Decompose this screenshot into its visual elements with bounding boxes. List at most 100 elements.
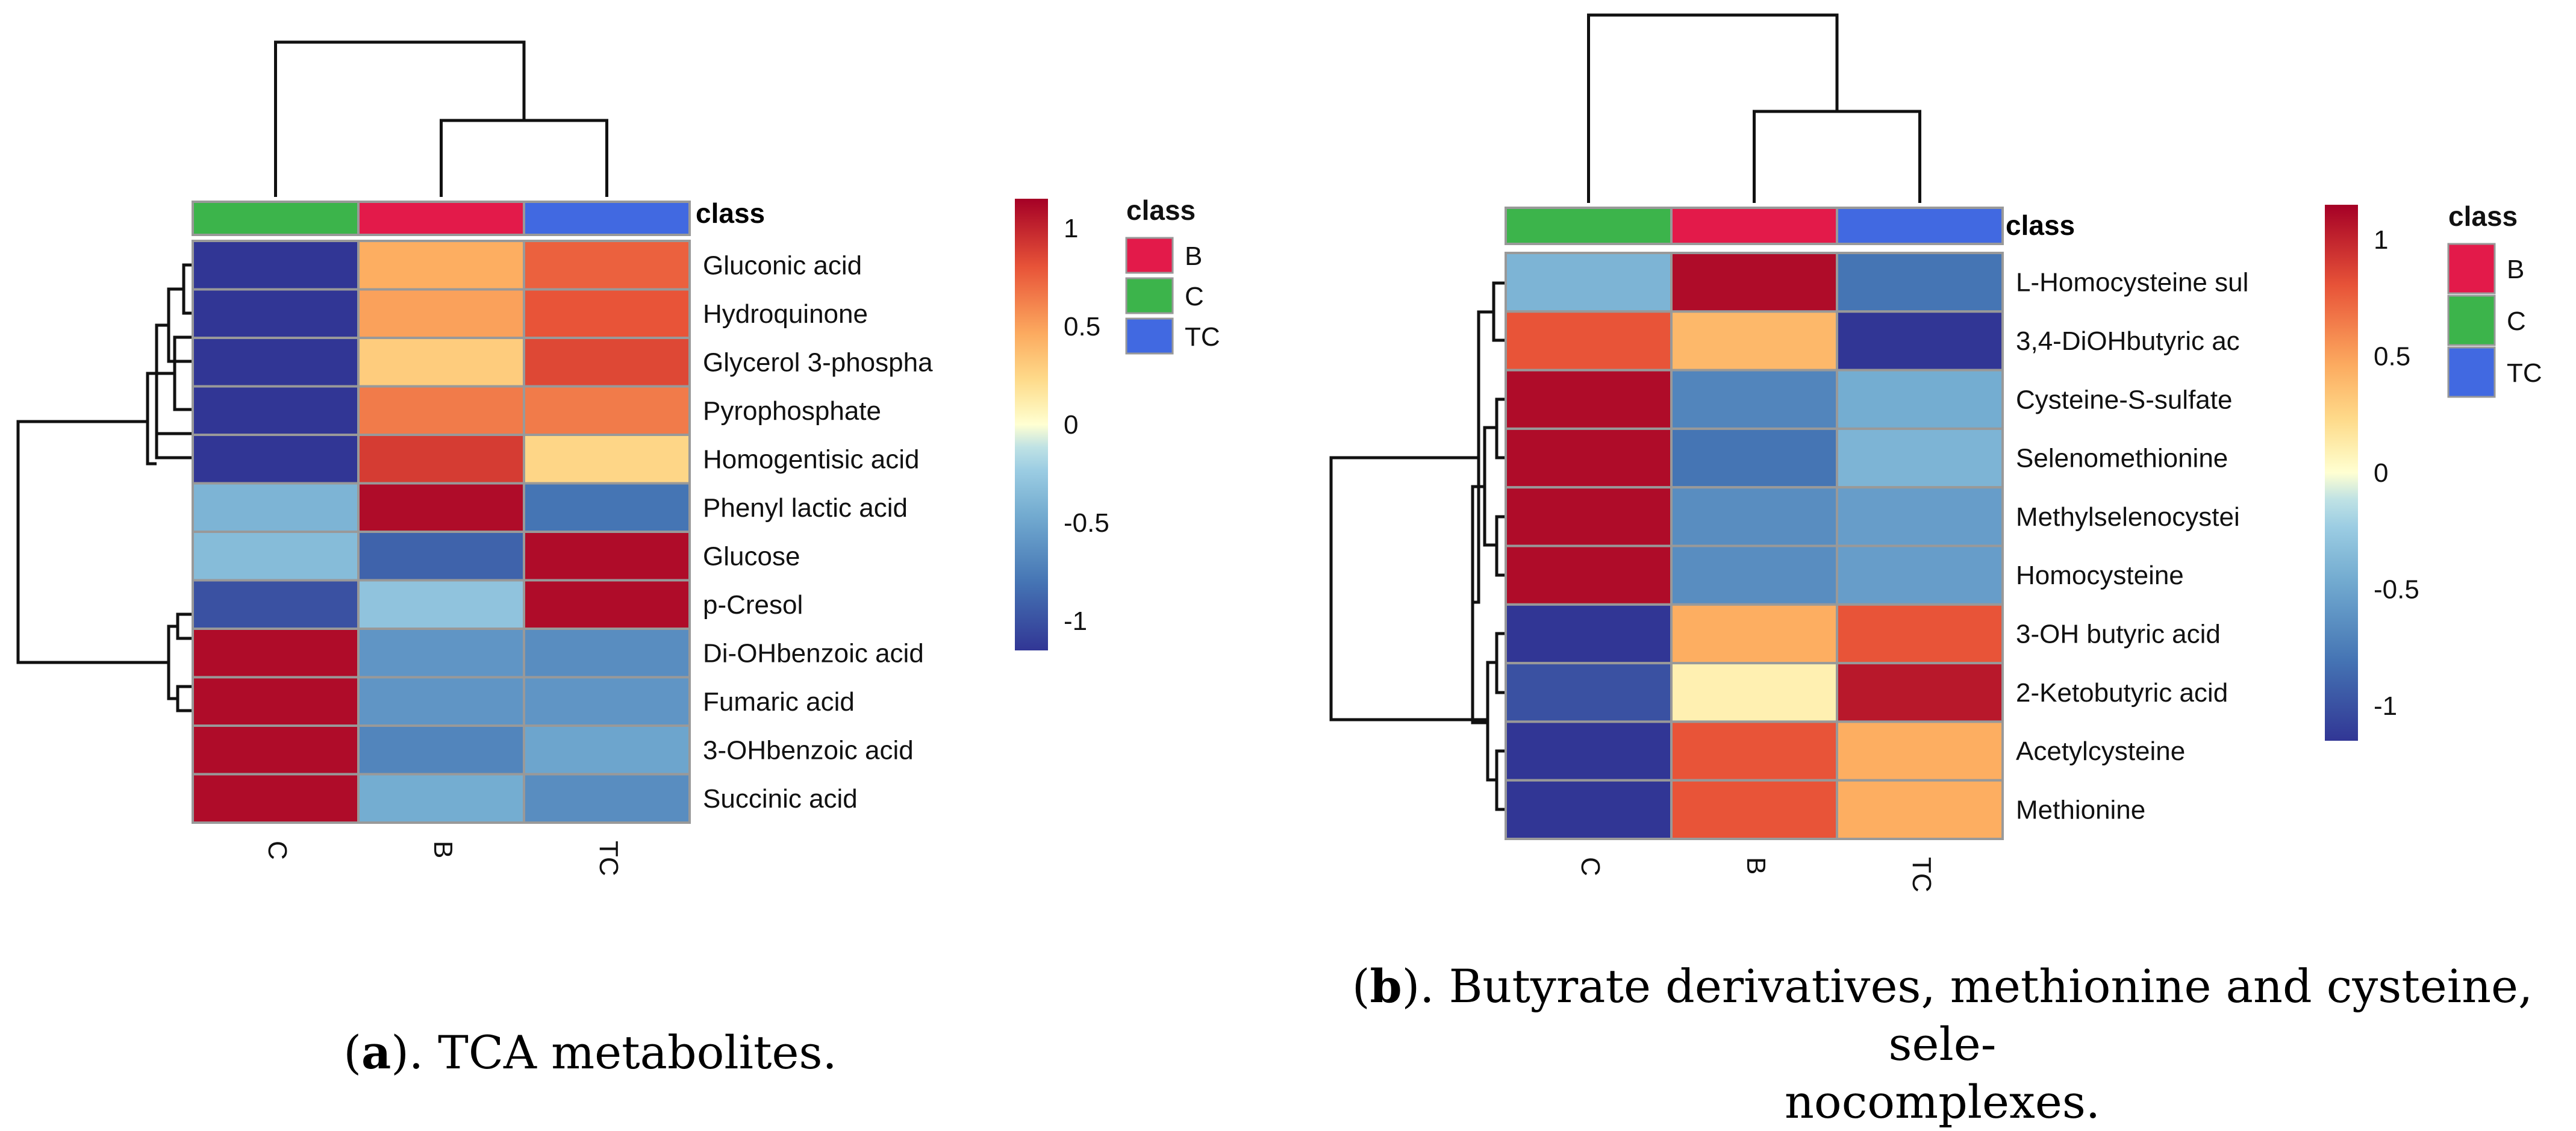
row-label: p-Cresol (703, 590, 803, 620)
row-label: Acetylcysteine (2016, 737, 2185, 766)
color-scale-tick: 0.5 (2374, 342, 2410, 372)
row-label: Gluconic acid (703, 251, 862, 280)
dendrogram-branch (274, 40, 526, 197)
heatmap-cell (523, 385, 691, 436)
heatmap-cell (192, 337, 360, 388)
heatmap-cell (1836, 427, 2004, 489)
caption-b-label: b (1370, 959, 1402, 1013)
heatmap-cell (357, 773, 525, 824)
legend-swatch (1125, 317, 1174, 355)
caption-a-label: a (361, 1026, 391, 1079)
row-label: Fumaric acid (703, 687, 855, 717)
row-label: Methionine (2016, 795, 2145, 824)
legend-swatch (2447, 294, 2496, 346)
heatmap-cell (192, 288, 360, 339)
dendrogram-branch (1495, 749, 1506, 811)
heatmap-cell (523, 288, 691, 339)
heatmap-cell (1505, 779, 1673, 840)
heatmap-cell (1836, 486, 2004, 547)
class-bar-cell-c (1505, 207, 1673, 245)
row-label: 2-Ketobutyric acid (2016, 678, 2228, 708)
heatmap-cell (192, 531, 360, 582)
heatmap-cell (1505, 252, 1673, 313)
class-legend: class BC TC (1125, 195, 1220, 355)
heatmap-cell (1670, 779, 1838, 840)
dendrogram-branch (16, 420, 169, 664)
heatmap-cell (192, 385, 360, 436)
column-label: B (428, 841, 458, 858)
heatmap-cell (1670, 544, 1838, 606)
heatmap-cell (192, 724, 360, 776)
heatmap-cell (1836, 252, 2004, 313)
row-label: 3,4-DiOHbutyric ac (2016, 326, 2240, 356)
heatmap-cell (523, 434, 691, 485)
heatmap-cell (192, 676, 360, 727)
heatmap-cell (1505, 486, 1673, 547)
legend-swatch (2447, 346, 2496, 398)
heatmap-cell (1836, 369, 2004, 430)
color-scale-bar (1015, 199, 1048, 650)
column-label: C (1576, 857, 1605, 876)
heatmap-cell (357, 337, 525, 388)
dendrogram-branch (1492, 281, 1506, 342)
color-scale-tick: -1 (2374, 691, 2397, 721)
legend-title: class (2448, 201, 2518, 232)
dendrogram-branch (1329, 456, 1488, 721)
row-label: 3-OHbenzoic acid (703, 735, 914, 765)
heatmap-cell (523, 482, 691, 533)
dendrogram-branch (167, 287, 193, 363)
heatmap-b: class L-Homocysteine sul 3,4-DiOHbutyric … (1329, 13, 2542, 893)
heatmap-cell (357, 676, 525, 727)
row-dendrogram (16, 263, 193, 712)
color-scale-tick: 1 (1064, 214, 1078, 243)
row-label: Selenomethionine (2016, 444, 2228, 473)
heatmap-cell (1505, 603, 1673, 665)
caption-a-text: ). TCA metabolites. (391, 1026, 837, 1079)
heatmap-cell (523, 724, 691, 776)
heatmap-cell (1836, 603, 2004, 665)
column-labels: C B TC (1576, 857, 1936, 893)
column-dendrogram (274, 40, 608, 197)
caption-b: (b). Butyrate derivatives, methionine an… (1352, 959, 2533, 1129)
class-bar-cell-b (357, 201, 525, 236)
heatmap-cell (1836, 544, 2004, 606)
legend-label: B (2507, 255, 2524, 284)
caption-b-text: ). Butyrate derivatives, methionine and … (1402, 959, 2533, 1071)
color-scale: 1 0.5 0 -0.5 -1 (1015, 199, 1109, 650)
row-label: 3-OH butyric acid (2016, 619, 2221, 649)
row-label: Glycerol 3-phospha (703, 347, 933, 377)
row-label: Homogentisic acid (703, 444, 920, 474)
heatmap-cell (1505, 369, 1673, 430)
dendrogram-branch (1753, 110, 1921, 203)
heatmap-cell (192, 240, 360, 291)
heatmap-cell (357, 724, 525, 776)
color-scale-tick: -0.5 (1064, 508, 1109, 538)
dendrogram-branch (146, 372, 157, 466)
color-scale-tick: 0 (2374, 458, 2388, 488)
heatmap-cell (1505, 310, 1673, 372)
heatmap-cell (1505, 427, 1673, 489)
heatmap-cell (1836, 779, 2004, 840)
heatmap-cells (192, 240, 691, 824)
heatmap-a: class Gluconic acid Hydroquinone Glycerol … (16, 40, 1220, 876)
row-label: L-Homocysteine sul (2016, 268, 2248, 298)
heatmap-cell (1505, 720, 1673, 782)
row-label: Glucose (703, 541, 800, 571)
legend-label: C (1185, 282, 1204, 311)
heatmap-cell (1836, 310, 2004, 372)
row-label: Di-OHbenzoic acid (703, 638, 924, 668)
class-bar-label: class (696, 198, 765, 229)
class-bar-cell-b (1670, 207, 1838, 245)
class-bar-label: class (2006, 210, 2075, 241)
dendrogram-branch (1495, 632, 1506, 694)
heatmap-cell (1505, 544, 1673, 606)
row-label: Hydroquinone (703, 299, 868, 329)
heatmap-cell (523, 773, 691, 824)
column-dendrogram (1587, 13, 1921, 203)
class-bar (192, 201, 691, 236)
column-label: B (1741, 857, 1771, 874)
legend-swatch (2447, 243, 2496, 294)
dendrogram-branch (173, 335, 193, 411)
row-label: Homocysteine (2016, 561, 2184, 590)
dendrogram-branch (440, 119, 608, 197)
